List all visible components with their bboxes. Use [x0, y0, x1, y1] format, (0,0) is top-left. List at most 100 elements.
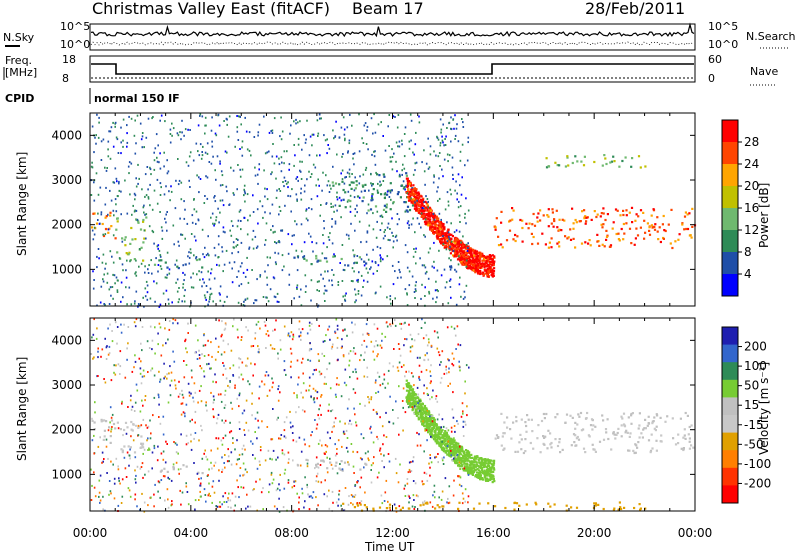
arc-cell	[427, 215, 429, 217]
scatter-cell	[167, 172, 169, 174]
scatter-cell	[367, 451, 369, 453]
data-cell	[562, 449, 564, 451]
scatter-cell	[159, 250, 161, 252]
scatter-cell	[157, 271, 159, 273]
data-cell	[438, 506, 440, 508]
scatter-cell	[228, 460, 230, 462]
scatter-cell	[178, 298, 180, 300]
arc-cell	[481, 458, 483, 460]
arc-cell	[438, 234, 440, 236]
data-cell	[576, 221, 578, 223]
scatter-cell	[278, 301, 280, 303]
arc-cell	[476, 253, 478, 255]
scatter-cell	[167, 274, 169, 276]
scatter-cell	[204, 294, 206, 296]
scatter-cell	[436, 296, 438, 298]
scatter-cell	[267, 151, 269, 153]
data-cell	[559, 438, 561, 440]
scatter-cell	[235, 245, 237, 247]
data-cell	[531, 223, 533, 225]
arc-cell	[436, 233, 438, 235]
scatter-cell	[277, 353, 279, 355]
data-cell	[557, 445, 559, 447]
data-cell	[531, 419, 533, 421]
scatter-cell	[284, 435, 286, 437]
scatter-cell	[307, 459, 309, 461]
data-cell	[551, 223, 553, 225]
scatter-cell	[184, 295, 186, 297]
scatter-cell	[395, 236, 397, 238]
scatter-cell	[144, 474, 146, 476]
scatter-cell	[348, 364, 350, 366]
arc-cell	[479, 273, 481, 275]
data-cell	[390, 182, 392, 184]
scatter-cell	[336, 192, 338, 194]
scatter-cell	[177, 132, 179, 134]
data-cell	[640, 227, 642, 229]
scatter-cell	[174, 379, 176, 381]
scatter-cell	[448, 302, 450, 304]
arc-cell	[435, 425, 437, 427]
scatter-cell	[277, 417, 279, 419]
scatter-cell	[164, 218, 166, 220]
scatter-cell	[181, 300, 183, 302]
data-cell	[458, 502, 460, 504]
scatter-cell	[112, 340, 114, 342]
data-cell	[572, 228, 574, 230]
data-cell	[105, 228, 107, 230]
scatter-cell	[93, 181, 95, 183]
arc-cell	[420, 414, 422, 416]
data-cell	[634, 220, 636, 222]
arc-cell	[425, 407, 427, 409]
scatter-cell	[288, 482, 290, 484]
scatter-cell	[341, 156, 343, 158]
scatter-cell	[179, 490, 181, 492]
data-cell	[635, 444, 637, 446]
scatter-cell	[202, 278, 204, 280]
scatter-cell	[282, 181, 284, 183]
scatter-cell	[205, 299, 207, 301]
scatter-cell	[221, 503, 223, 505]
data-cell	[173, 467, 175, 469]
scatter-cell	[154, 169, 156, 171]
scatter-cell	[397, 213, 399, 215]
scatter-cell	[278, 241, 280, 243]
scatter-cell	[289, 274, 291, 276]
scatter-cell	[239, 454, 241, 456]
scatter-cell	[456, 450, 458, 452]
scatter-cell	[151, 273, 153, 275]
scatter-cell	[337, 337, 339, 339]
scatter-cell	[200, 178, 202, 180]
scatter-cell	[366, 167, 368, 169]
scatter-cell	[228, 204, 230, 206]
scatter-cell	[329, 458, 331, 460]
scatter-cell	[367, 396, 369, 398]
scatter-cell	[267, 284, 269, 286]
arc-cell	[423, 210, 425, 212]
data-cell	[690, 234, 692, 236]
scatter-cell	[204, 202, 206, 204]
arc-cell	[491, 271, 493, 273]
scatter-cell	[164, 500, 166, 502]
scatter-cell	[424, 184, 426, 186]
scatter-cell	[429, 454, 431, 456]
scatter-cell	[468, 367, 470, 369]
scatter-cell	[467, 160, 469, 162]
data-cell	[372, 508, 374, 510]
scatter-cell	[271, 378, 273, 380]
scatter-cell	[305, 210, 307, 212]
scatter-cell	[421, 161, 423, 163]
scatter-cell	[301, 362, 303, 364]
scatter-cell	[106, 345, 108, 347]
arc-cell	[492, 476, 494, 478]
scatter-cell	[183, 283, 185, 285]
arc-cell	[407, 403, 409, 405]
scatter-cell	[258, 321, 260, 323]
scatter-cell	[225, 420, 227, 422]
scatter-cell	[159, 323, 161, 325]
scatter-cell	[207, 291, 209, 293]
scatter-cell	[209, 161, 211, 163]
scatter-cell	[124, 180, 126, 182]
scatter-cell	[364, 492, 366, 494]
scatter-cell	[300, 392, 302, 394]
